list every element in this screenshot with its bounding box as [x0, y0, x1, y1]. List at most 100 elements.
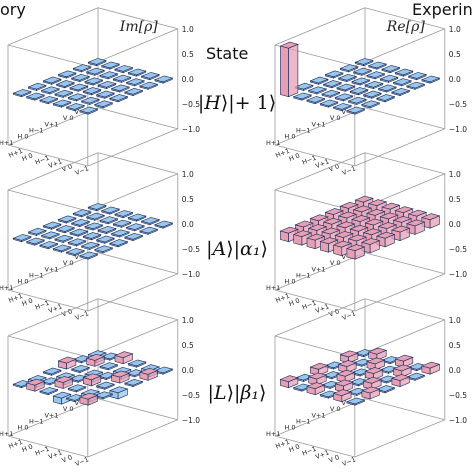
chart-title: Im[ρ]: [119, 19, 158, 35]
bar: [394, 68, 414, 77]
bar-top-face: [362, 228, 383, 236]
bar-top-face: [80, 96, 101, 104]
bar: [95, 90, 116, 99]
bar-top-face: [345, 244, 366, 252]
bar-top-face: [25, 237, 46, 245]
bar-top-face: [336, 221, 356, 229]
bar-top-face: [306, 96, 326, 103]
y-tick-label: V+1: [44, 265, 58, 273]
bar-top-face: [420, 361, 441, 369]
bar-top-face: [78, 251, 99, 259]
bar: [80, 96, 101, 105]
bar: [93, 245, 114, 254]
bar-top-face: [352, 67, 373, 75]
bar: [319, 99, 339, 108]
bar-top-face: [366, 208, 386, 216]
box-edge: [364, 7, 445, 30]
bar-top-face: [108, 239, 129, 246]
bar: [138, 367, 159, 381]
bar: [87, 203, 107, 212]
bar-top-face: [140, 217, 161, 224]
z-tick-label: −1.0: [449, 270, 467, 279]
x-tick-label: V−1: [341, 164, 357, 177]
bar-top-face: [294, 220, 314, 228]
bar-top-face: [407, 72, 428, 79]
bar-top-face: [67, 238, 87, 246]
bar: [27, 227, 47, 236]
bar-top-face: [351, 215, 371, 222]
bar-top-face: [307, 372, 328, 380]
y-tick-label: V 0: [330, 405, 341, 413]
bar-top-face: [345, 397, 366, 405]
bar-top-face: [309, 214, 329, 222]
bar: [97, 80, 117, 90]
bar: [72, 64, 92, 73]
bar-top-face: [39, 241, 59, 248]
bar: [54, 89, 74, 98]
state-label-row2: |A⟩|α₁⟩: [206, 238, 268, 260]
state-ket1: H: [204, 92, 221, 114]
y-tick-label: V+1: [44, 120, 58, 128]
bar-top-face: [65, 103, 86, 110]
bar: [390, 87, 411, 97]
bar: [84, 77, 104, 86]
bar-top-face: [95, 235, 116, 243]
box-edge: [364, 298, 445, 321]
bar: [108, 94, 129, 103]
bar: [52, 99, 72, 108]
bar-top-face: [334, 93, 354, 101]
bar: [127, 68, 147, 77]
y-tick-label: H+1: [266, 139, 280, 147]
bar: [375, 94, 396, 103]
bar-top-face: [42, 221, 62, 229]
box-edge: [364, 252, 445, 275]
bar: [292, 92, 313, 101]
box-edge: [7, 252, 99, 291]
z-tick-label: 1.0: [182, 25, 194, 34]
bar-top-face: [351, 77, 371, 85]
bar-top-face: [319, 237, 339, 245]
bar-top-face: [392, 364, 413, 372]
y-tick-label: H−1: [29, 127, 43, 135]
box-edge: [7, 435, 88, 458]
bar-top-face: [292, 92, 313, 100]
bar: [57, 356, 77, 370]
bar: [366, 71, 386, 80]
bar: [112, 219, 132, 228]
y-tick-label: V+1: [311, 120, 325, 128]
bar-top-face: [339, 201, 359, 209]
z-tick-label: 0.5: [449, 50, 461, 59]
state-column-title: State: [206, 44, 249, 63]
bar: [381, 65, 401, 74]
bar-top-face: [54, 89, 74, 97]
bar-top-face: [390, 87, 411, 95]
header-right: Experin: [412, 0, 473, 19]
box-edge: [354, 419, 445, 458]
state-ket2: α₁: [240, 238, 261, 260]
y-tick-label: H+1: [266, 430, 280, 438]
bar: [78, 251, 99, 260]
bar-top-face: [390, 374, 411, 381]
y-tick-label: V+1: [44, 411, 58, 419]
x-tick-label: V 0: [61, 307, 74, 318]
state-ket2: β₁: [240, 382, 260, 404]
y-tick-label: H 0: [17, 133, 28, 141]
x-tick-label: H 0: [288, 297, 301, 309]
bar: [67, 93, 87, 102]
bar: [99, 216, 119, 225]
bar-top-face: [55, 225, 76, 232]
z-tick-label: 0.5: [449, 341, 461, 350]
bar: [42, 367, 62, 376]
box-edge: [87, 319, 178, 358]
bar-top-face: [337, 73, 358, 81]
z-tick-label: −0.5: [449, 100, 467, 109]
z-tick-label: 0.0: [449, 75, 461, 84]
bar: [153, 220, 174, 229]
bar-top-face: [360, 100, 381, 108]
bar: [39, 241, 59, 250]
box-edge: [7, 107, 99, 146]
bar-top-face: [321, 89, 341, 97]
bar-top-face: [57, 215, 77, 223]
bar-top-face: [362, 376, 383, 384]
bar-top-face: [72, 209, 92, 216]
